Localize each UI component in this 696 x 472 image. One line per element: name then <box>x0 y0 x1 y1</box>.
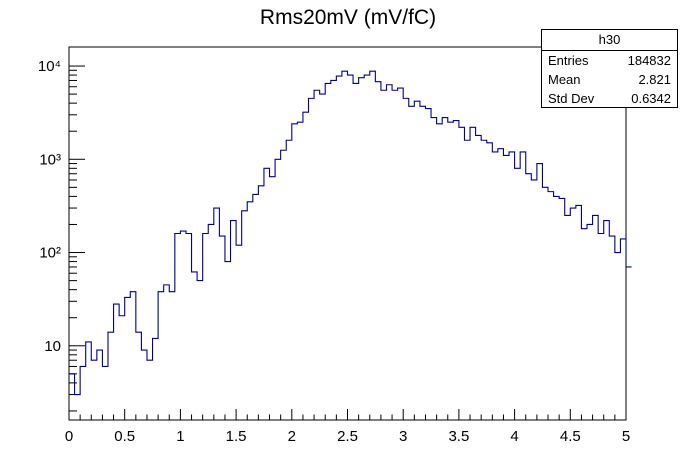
x-tick-label: 2.5 <box>337 428 358 445</box>
x-tick-label: 0.5 <box>114 428 135 445</box>
histogram-line <box>69 70 632 396</box>
stats-value-mean: 2.821 <box>638 72 671 87</box>
x-tick-label: 4 <box>510 428 518 445</box>
chart-title: Rms20mV (mV/fC) <box>260 6 436 29</box>
stats-value-entries: 184832 <box>627 53 671 68</box>
stats-label-stddev: Std Dev <box>548 91 595 106</box>
x-axis: 0 0.5 1 1.5 2 2.5 3 3.5 4 4.5 5 <box>65 409 630 445</box>
stats-row-mean: Mean 2.821 <box>542 70 677 89</box>
stats-row-entries: Entries 184832 <box>542 51 677 70</box>
x-tick-label: 1.5 <box>226 428 247 445</box>
stats-label-mean: Mean <box>548 72 581 87</box>
y-tick-label: 10² <box>39 245 61 262</box>
stats-box: h30 Entries 184832 Mean 2.821 Std Dev 0.… <box>541 29 678 108</box>
stats-value-stddev: 0.6342 <box>631 91 671 106</box>
x-tick-label: 0 <box>65 428 73 445</box>
y-tick-label: 10 <box>44 338 61 355</box>
x-tick-label: 5 <box>622 428 630 445</box>
stats-box-title: h30 <box>542 30 677 51</box>
x-tick-label: 3 <box>399 428 407 445</box>
y-axis: 10 10² 10³ 10⁴ <box>38 58 85 412</box>
stats-label-entries: Entries <box>548 53 589 68</box>
stats-row-stddev: Std Dev 0.6342 <box>542 89 677 108</box>
x-tick-label: 3.5 <box>448 428 469 445</box>
x-tick-label: 1 <box>176 428 184 445</box>
y-tick-label: 10³ <box>39 151 61 168</box>
x-tick-label: 2 <box>288 428 296 445</box>
x-tick-label: 4.5 <box>560 428 581 445</box>
y-tick-label: 10⁴ <box>38 58 61 75</box>
